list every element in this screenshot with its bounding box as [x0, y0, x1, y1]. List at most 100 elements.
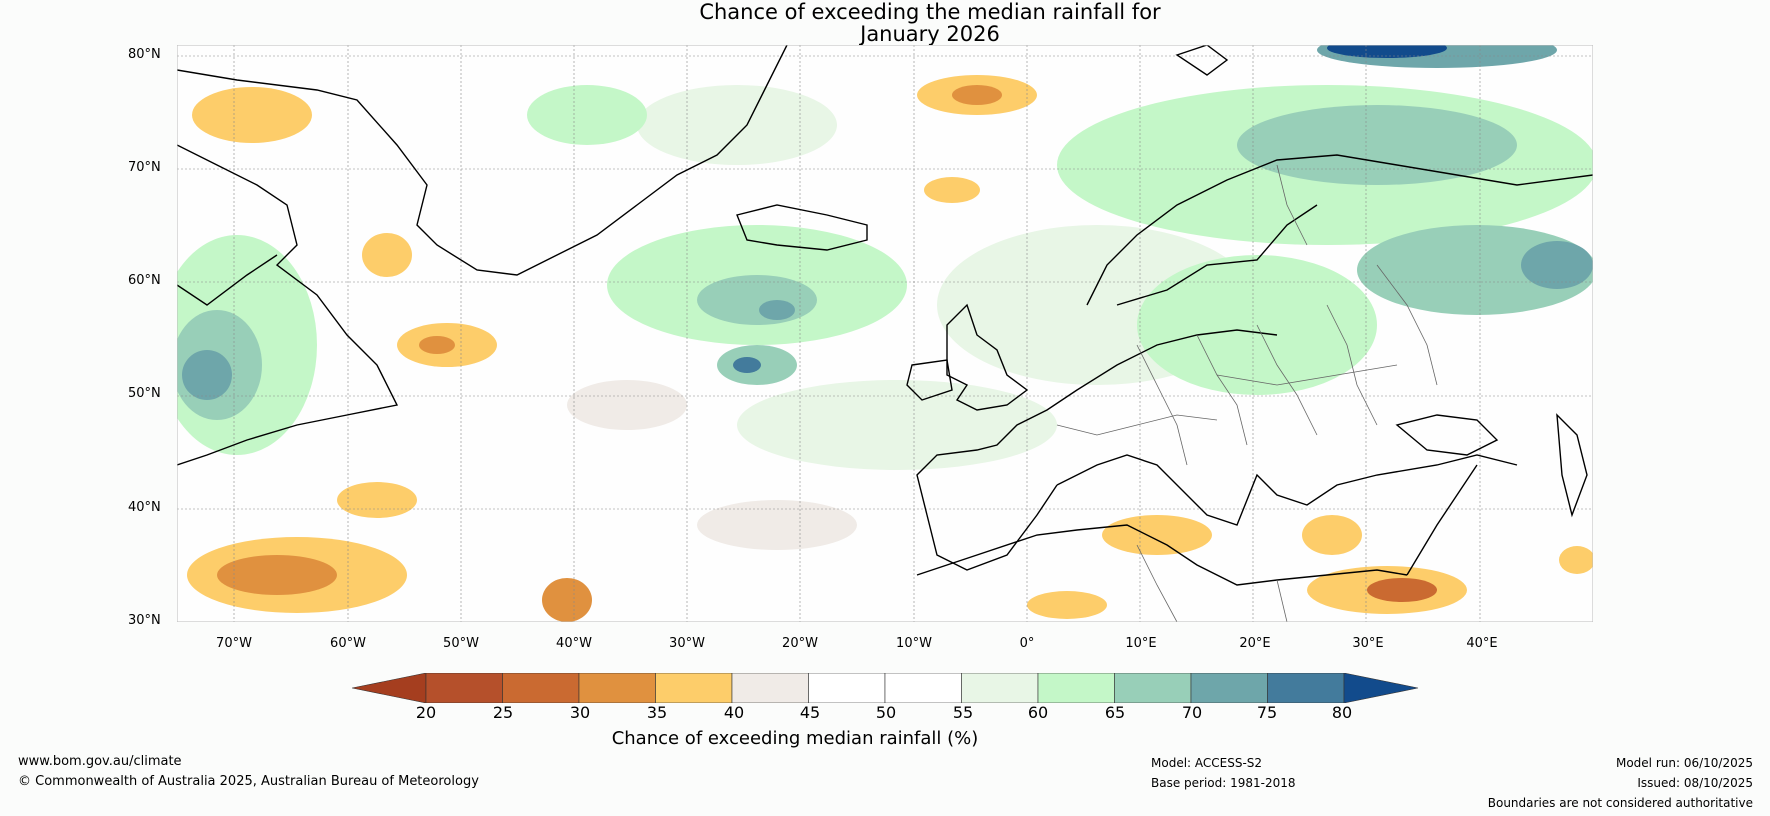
lon-label-70w: 70°W	[216, 636, 252, 651]
footer-disclaimer: Boundaries are not considered authoritat…	[1487, 796, 1753, 810]
caspian-coast	[1556, 413, 1588, 518]
colorbar-tick-30: 30	[569, 703, 591, 722]
lon-label-60w: 60°W	[330, 636, 366, 651]
footer-model: Model: ACCESS-S2	[1151, 756, 1263, 770]
dry-patch	[362, 233, 412, 277]
colorbar-cell	[578, 673, 656, 703]
lat-label-40n: 40°N	[128, 500, 161, 515]
wet-patch	[759, 300, 795, 320]
dry-patch	[1102, 515, 1212, 555]
lon-label-30e: 30°E	[1352, 636, 1384, 651]
lon-label-40e: 40°E	[1466, 636, 1498, 651]
dry-patch	[1027, 591, 1107, 619]
colorbar-cell	[1037, 673, 1115, 703]
lon-label-20e: 20°E	[1239, 636, 1271, 651]
colorbar-tick-45: 45	[799, 703, 821, 722]
ireland-coast	[906, 359, 953, 401]
colorbar-extend-high	[1343, 673, 1419, 703]
graticule	[177, 45, 1593, 622]
colorbar-cell	[655, 673, 733, 703]
wet-patch	[697, 275, 817, 325]
colorbar-cell	[731, 673, 809, 703]
colorbar-tick-55: 55	[952, 703, 974, 722]
north-africa-coast	[916, 524, 1408, 586]
dry-patch	[1302, 515, 1362, 555]
colorbar-tick-75: 75	[1256, 703, 1278, 722]
footer-model-run: Model run: 06/10/2025	[1615, 756, 1753, 770]
dry-patch	[1559, 546, 1593, 574]
lon-label-50w: 50°W	[443, 636, 479, 651]
canada-coast	[177, 144, 399, 466]
footer-base-period: Base period: 1981-2018	[1151, 776, 1296, 790]
wet-patch	[637, 85, 837, 165]
national-borders	[1056, 164, 1438, 622]
scandinavia-coast	[1086, 154, 1593, 306]
levant-coast	[1406, 464, 1478, 576]
lat-label-50n: 50°N	[128, 386, 161, 401]
dry-patch	[217, 555, 337, 595]
labrador-coast	[177, 254, 278, 306]
lat-label-70n: 70°N	[128, 160, 161, 175]
wet-patch	[182, 350, 232, 400]
lat-label-30n: 30°N	[128, 613, 161, 628]
map-title-line1: Chance of exceeding the median rainfall …	[699, 0, 1161, 24]
colorbar-tick-25: 25	[492, 703, 514, 722]
lon-label-0: 0°	[1019, 636, 1035, 651]
colorbar-extend-low	[352, 673, 427, 703]
colorbar-tick-70: 70	[1181, 703, 1203, 722]
colorbar-tick-20: 20	[415, 703, 437, 722]
black-sea-coast	[1395, 414, 1499, 456]
map-title-line2: January 2026	[860, 22, 1000, 46]
colorbar-cell	[502, 673, 580, 703]
lon-label-20w: 20°W	[782, 636, 818, 651]
dry-patch	[192, 87, 312, 143]
rainfall-probability-map	[177, 45, 1593, 622]
iceland-coast	[736, 204, 868, 251]
wet-patch	[1521, 241, 1593, 289]
colorbar-cell	[1190, 673, 1268, 703]
colorbar-tick-65: 65	[1104, 703, 1126, 722]
scandinavia-south-coast	[1116, 204, 1318, 306]
lat-label-60n: 60°N	[128, 273, 161, 288]
dry-patch	[952, 85, 1002, 105]
footer-url[interactable]: www.bom.gov.au/climate	[18, 754, 182, 769]
dry-patch	[924, 177, 980, 203]
colorbar-tick-40: 40	[723, 703, 745, 722]
wet-patch	[527, 85, 647, 145]
colorbar-cells	[352, 673, 1419, 703]
colorbar	[352, 673, 1419, 703]
dry-patch	[419, 336, 455, 354]
iberia-coast	[926, 484, 1058, 571]
wet-patch	[733, 357, 761, 373]
lon-label-10w: 10°W	[896, 636, 932, 651]
svalbard-coast	[1175, 45, 1229, 76]
colorbar-label: Chance of exceeding median rainfall (%)	[611, 728, 979, 749]
footer-copyright: © Commonwealth of Australia 2025, Austra…	[18, 774, 479, 789]
colorbar-tick-80: 80	[1331, 703, 1353, 722]
neutral-patch	[567, 380, 687, 430]
colorbar-cell	[1267, 673, 1345, 703]
wet-patch	[1327, 45, 1447, 58]
lat-label-80n: 80°N	[128, 47, 161, 62]
dry-patch	[337, 482, 417, 518]
colorbar-cell	[884, 673, 962, 703]
wet-patch	[737, 380, 1057, 470]
colorbar-tick-35: 35	[646, 703, 668, 722]
colorbar-cell	[425, 673, 503, 703]
greenland-coast	[177, 45, 788, 276]
colorbar-cell	[1114, 673, 1192, 703]
british-isles-coast	[946, 303, 1029, 411]
lon-label-10e: 10°E	[1125, 636, 1157, 651]
probability-shading	[177, 45, 1593, 622]
dry-patch	[1367, 578, 1437, 602]
dry-patch	[542, 578, 592, 622]
colorbar-tick-50: 50	[875, 703, 897, 722]
wet-patch	[1237, 105, 1517, 185]
lon-label-30w: 30°W	[669, 636, 705, 651]
neutral-patch	[697, 500, 857, 550]
colorbar-tick-60: 60	[1027, 703, 1049, 722]
mediterranean-north-coast	[1056, 454, 1518, 526]
colorbar-cell	[961, 673, 1039, 703]
lon-label-40w: 40°W	[556, 636, 592, 651]
colorbar-cell	[808, 673, 886, 703]
